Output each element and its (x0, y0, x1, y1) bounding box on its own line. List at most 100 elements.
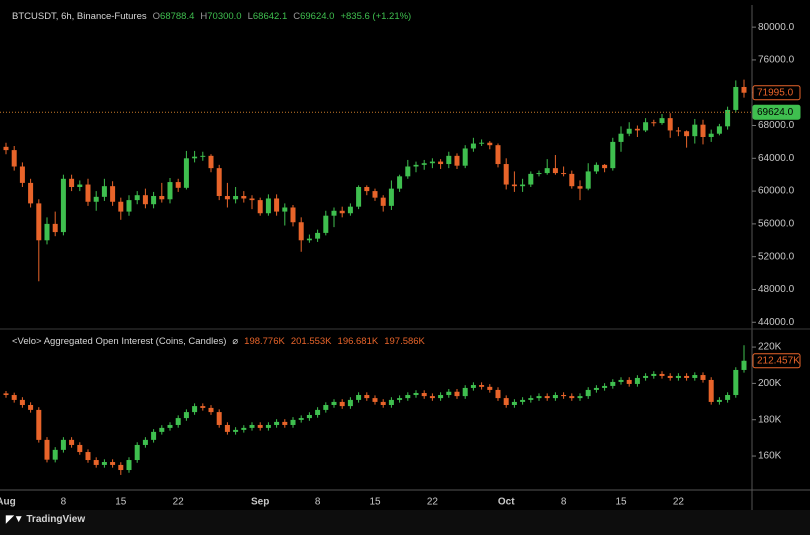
x-tick-label: 15 (615, 497, 627, 508)
candle-body (429, 161, 435, 164)
candle-body (593, 164, 599, 172)
candle-body (265, 424, 271, 428)
candle-body (708, 133, 714, 137)
candle-body (183, 158, 189, 188)
candle-body (323, 405, 329, 410)
y-tick-label: 48000.0 (758, 284, 795, 295)
candle-body (126, 460, 132, 471)
candle-body (429, 396, 435, 399)
candle-body (85, 184, 91, 202)
candle-body (142, 195, 148, 205)
candle-body (52, 449, 58, 460)
candle-body (405, 166, 411, 177)
candle-body (216, 168, 222, 197)
candle-body (44, 223, 50, 241)
candle-body (421, 163, 427, 165)
candle-body (36, 203, 42, 241)
candle-body (60, 439, 66, 450)
logo: ◤▼ (6, 514, 27, 525)
candle-body (36, 409, 42, 440)
candle-body (224, 424, 230, 432)
candle-body (208, 155, 214, 169)
status-value: 69624.0 (300, 11, 335, 22)
candle-body (569, 396, 575, 399)
candle-body (380, 197, 386, 206)
candle-body (659, 373, 665, 376)
candle-body (577, 396, 583, 399)
candle-body (675, 375, 681, 378)
candle-body (249, 424, 255, 428)
x-tick-label: 15 (115, 497, 127, 508)
candle-body (60, 178, 66, 233)
candle-body (101, 186, 107, 197)
x-tick-label: Sep (251, 497, 269, 508)
candle-body (364, 395, 370, 399)
candle-body (151, 431, 157, 440)
candle-body (306, 238, 312, 241)
candle-body (110, 186, 116, 202)
x-tick-label: 15 (369, 497, 381, 508)
candle-body (306, 414, 312, 419)
status-item: O68788.4 (153, 11, 195, 22)
candle-body (503, 398, 509, 406)
candle-body (183, 412, 189, 419)
status-value: 198.776K (244, 336, 285, 347)
candle-body (274, 421, 280, 425)
status-item: +835.6 (+1.21%) (340, 11, 411, 22)
candle-body (298, 418, 304, 420)
candle-body (495, 145, 501, 165)
candle-body (134, 195, 140, 201)
candle-body (446, 155, 452, 165)
candle-body (626, 128, 632, 134)
y-tick-label: 52000.0 (758, 251, 795, 262)
status-value: +835.6 (+1.21%) (340, 11, 412, 22)
candle-body (610, 381, 616, 386)
candle-body (388, 399, 394, 406)
candle-body (487, 386, 493, 390)
brand-name: TradingView (26, 514, 86, 525)
candle-body (561, 395, 567, 397)
candle-body (331, 210, 337, 216)
candle-body (643, 375, 649, 378)
candle-body (552, 168, 558, 174)
candle-body (684, 131, 690, 137)
status-value: 196.681K (337, 336, 379, 347)
candle-body (233, 429, 239, 432)
candle-body (339, 401, 345, 407)
candle-body (421, 393, 427, 397)
price-label: 69624.0 (757, 107, 794, 118)
legend-title: <Velo> Aggregated Open Interest (Coins, … (12, 336, 227, 347)
candle-body (52, 223, 58, 233)
candle-body (315, 232, 321, 239)
candle-body (11, 395, 17, 400)
price-label-box (752, 104, 801, 120)
candle-body (618, 133, 624, 142)
candle-body (175, 182, 181, 188)
candle-body (151, 196, 157, 205)
x-tick-label: Oct (498, 497, 515, 508)
candle-body (249, 198, 255, 201)
candle-body (651, 373, 657, 376)
y-tick-label: 180K (758, 414, 782, 425)
status-key: H (200, 11, 208, 22)
footer-bar (0, 510, 810, 535)
status-item: H70300.0 (200, 11, 241, 22)
candle-body (44, 439, 50, 460)
candle-body (405, 395, 411, 399)
candle-body (667, 118, 673, 131)
candle-body (462, 387, 468, 397)
status-item: 198.776K (244, 336, 285, 347)
status-value: 68788.4 (160, 11, 195, 22)
candle-body (413, 393, 419, 396)
candle-body (397, 398, 403, 400)
candle-body (495, 389, 501, 399)
price-label-box (752, 85, 801, 101)
candle-body (93, 460, 99, 465)
x-tick-label: Aug (0, 497, 16, 508)
candle-body (675, 130, 681, 132)
candle-body (438, 161, 444, 165)
candle-body (233, 196, 239, 200)
candle-body (85, 452, 91, 461)
